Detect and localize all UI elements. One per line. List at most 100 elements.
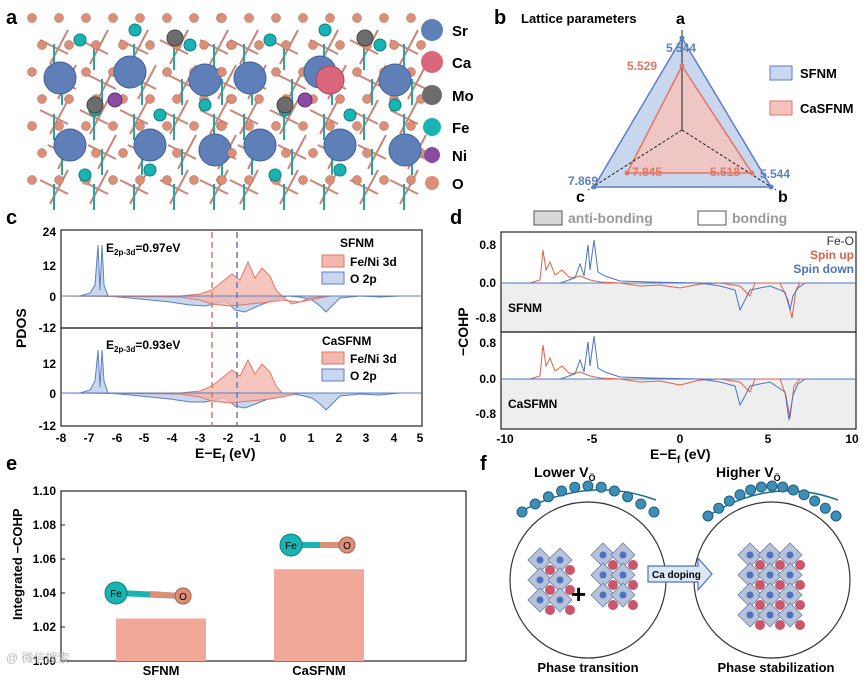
o-atom [271, 13, 281, 23]
o-atom [244, 121, 254, 131]
b-site-atom [619, 551, 627, 559]
legend-label-ca: Ca [452, 55, 472, 72]
vacancy-sphere [516, 506, 528, 518]
ni-atom [107, 92, 123, 108]
vacancy-sphere [713, 502, 725, 514]
b-site-atom [619, 571, 627, 579]
o-atom [254, 40, 264, 50]
vacancy-sphere [529, 498, 541, 510]
cohp-ytick: 0.8 [479, 336, 496, 350]
o-atom [64, 94, 74, 104]
o-atom [217, 121, 227, 131]
cohp-ylabel: −COHP [455, 307, 471, 356]
radar-point-sfnm-b [768, 184, 774, 190]
left-caption: Phase transition [537, 660, 638, 675]
b-site-atom [786, 611, 794, 619]
phase-diagram: Lower VÖ Higher VÖ + Ca doping Phase tra… [509, 464, 851, 675]
b-site-atom [599, 551, 607, 559]
pdos-xticks: -8 -7 -6 -5 -4 -3 -2 -1 0 1 2 3 4 5 [56, 431, 424, 445]
cohp-xtick: 0 [677, 432, 684, 446]
a-site-atom [755, 580, 765, 590]
a-site-atom [755, 620, 765, 630]
o-atom [37, 94, 47, 104]
o-atom [298, 121, 308, 131]
gap-prefix: E [106, 241, 114, 255]
fe-atom [198, 98, 212, 112]
legend-atom-o [425, 176, 439, 190]
cohp-legend-spinup: Spin up [810, 248, 854, 262]
cohp-top-spindown-curve [501, 239, 856, 312]
o-atom [108, 13, 118, 23]
o-atom [81, 121, 91, 131]
o-atom [352, 175, 362, 185]
legend-label-o: O [452, 176, 464, 193]
a-site-atom [795, 560, 805, 570]
pdos-yticks: 24 12 0 -12 12 0 -12 [39, 225, 57, 433]
cohp-ytick: 0.8 [479, 238, 496, 252]
panel-c-letter: c [6, 207, 17, 229]
a-site-atom [565, 605, 575, 615]
left-title: Lower VÖ [534, 464, 595, 483]
vacancy-sphere [766, 480, 778, 492]
radar-axis-label-c: c [576, 189, 585, 206]
a-site-atom [795, 600, 805, 610]
legend-atom-ni [424, 147, 440, 163]
b-site-atom [556, 596, 564, 604]
pdos-top-legend-swatch-feni3d [321, 254, 345, 268]
o-atom [54, 121, 64, 131]
radar-value-sfnm-c: 7.869 [568, 174, 598, 188]
a-site-atom [565, 585, 575, 595]
pdos-xtick: -1 [250, 431, 261, 445]
vo-sub: Ö [588, 473, 595, 483]
pdos-xtick: -6 [112, 431, 123, 445]
pdos-top-gap-label: E2p-3d=0.97eV [106, 241, 180, 257]
pdos-xtick: -3 [195, 431, 206, 445]
b-site-atom [556, 576, 564, 584]
panel-d-letter: d [450, 207, 462, 229]
bar-ylabel: Integrated −COHP [10, 508, 25, 620]
o-atom [108, 175, 118, 185]
cohp-bottom-material: CaSFMN [508, 397, 557, 411]
pdos-bottom-feni3d-curve [60, 358, 422, 404]
o-atom [227, 40, 237, 50]
o-atom [172, 94, 182, 104]
vacancy-sphere [734, 489, 746, 501]
a-site-atom [628, 600, 638, 610]
cohp-xtick: -10 [496, 432, 514, 446]
phase-structure-right [590, 542, 805, 630]
cohp-ytick: 0.0 [479, 276, 496, 290]
a-site-atom [545, 565, 555, 575]
vacancy-sphere [798, 489, 810, 501]
pdos-xtick: -8 [56, 431, 67, 445]
cohp-bottom-spinup-curve [501, 344, 856, 419]
bar-yticks: 1.00 1.02 1.04 1.06 1.08 1.10 [33, 484, 65, 668]
legend-atom-fe [423, 118, 441, 136]
bar-chart: 1.00 1.02 1.04 1.06 1.08 1.10 SFNM CaSFNM Fe O… [33, 484, 467, 678]
cohp-xtick: 5 [765, 432, 772, 446]
a-site-atom [628, 580, 638, 590]
b-site-atom [766, 571, 774, 579]
o-atom [145, 40, 155, 50]
feo-bond-casfnm: Fe O [279, 533, 356, 557]
mo-atom [276, 96, 294, 114]
b-site-atom [766, 551, 774, 559]
cohp-antibonding-bg-top [501, 283, 856, 332]
sr-atom [243, 128, 277, 162]
fe-atom-label: Fe [110, 589, 122, 600]
panel-e-letter: e [6, 453, 17, 475]
radar-legend: SFNM CaSFNM [769, 65, 853, 116]
o-atom [308, 40, 318, 50]
o-atom [189, 175, 199, 185]
fe-atom-label: Fe [285, 541, 297, 552]
pdos-bottom-legend-o2p: O 2p [350, 369, 377, 383]
cohp-top-material: SFNM [508, 301, 542, 315]
cohp-xticks: -10 -5 0 5 10 [496, 432, 859, 446]
o-atom [217, 67, 227, 77]
fe-atom [279, 533, 303, 557]
pdos-xlabel-unit: (eV) [225, 445, 255, 461]
pdos-top-legend-feni3d: Fe/Ni 3d [350, 255, 397, 269]
mo-atom [356, 29, 374, 47]
a-site-atom [608, 600, 618, 610]
o-atom [37, 40, 47, 50]
o-atom [406, 13, 416, 23]
